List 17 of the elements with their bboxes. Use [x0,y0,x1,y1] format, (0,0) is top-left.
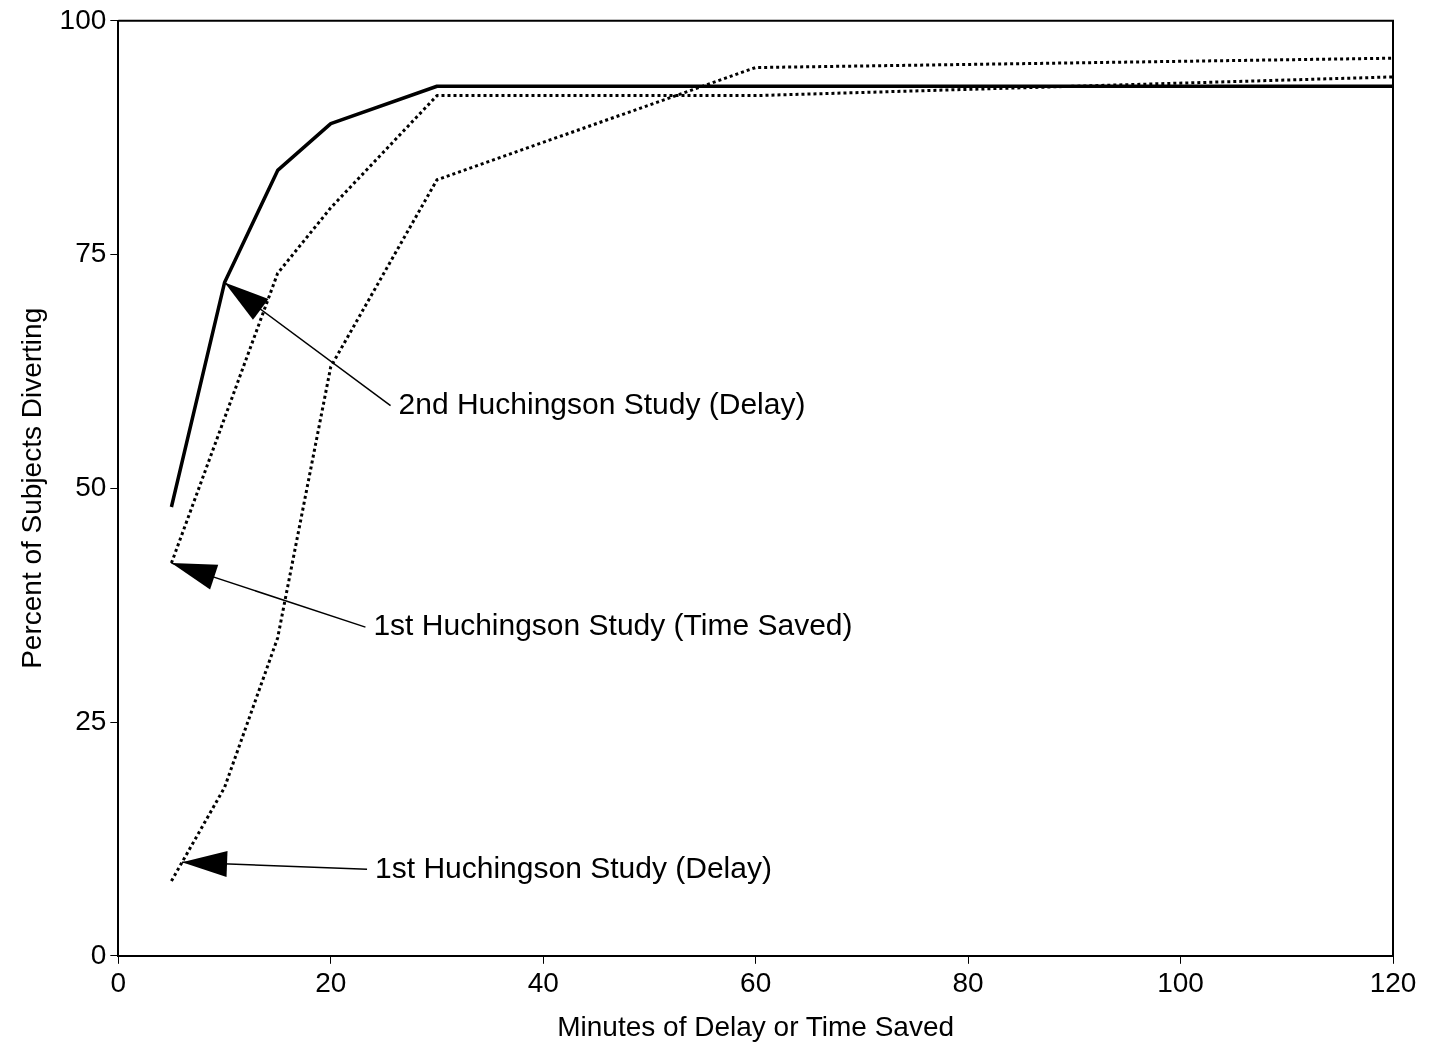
y-tick-label: 50 [75,471,107,503]
annotation: 1st Huchingson Study (Time Saved) [373,608,853,642]
y-tick-label: 25 [75,704,107,736]
x-tick-label: 100 [1157,967,1204,999]
annotation: 2nd Huchingson Study (Delay) [398,386,806,420]
x-tick-label: 120 [1369,967,1417,999]
y-tick-label: 100 [59,3,107,35]
annotation: 1st Huchingson Study (Delay) [375,850,772,884]
y-tick-label: 0 [90,938,107,970]
x-tick-label: 20 [315,967,347,999]
x-tick-label: 0 [110,967,127,999]
x-tick-label: 40 [527,967,559,999]
x-axis-title: Minutes of Delay or Time Saved [557,1010,955,1042]
y-axis-title: Percent of Subjects Diverting [15,307,47,669]
y-tick-label: 75 [75,237,107,269]
x-tick-label: 60 [740,967,772,999]
x-tick-label: 80 [952,967,984,999]
